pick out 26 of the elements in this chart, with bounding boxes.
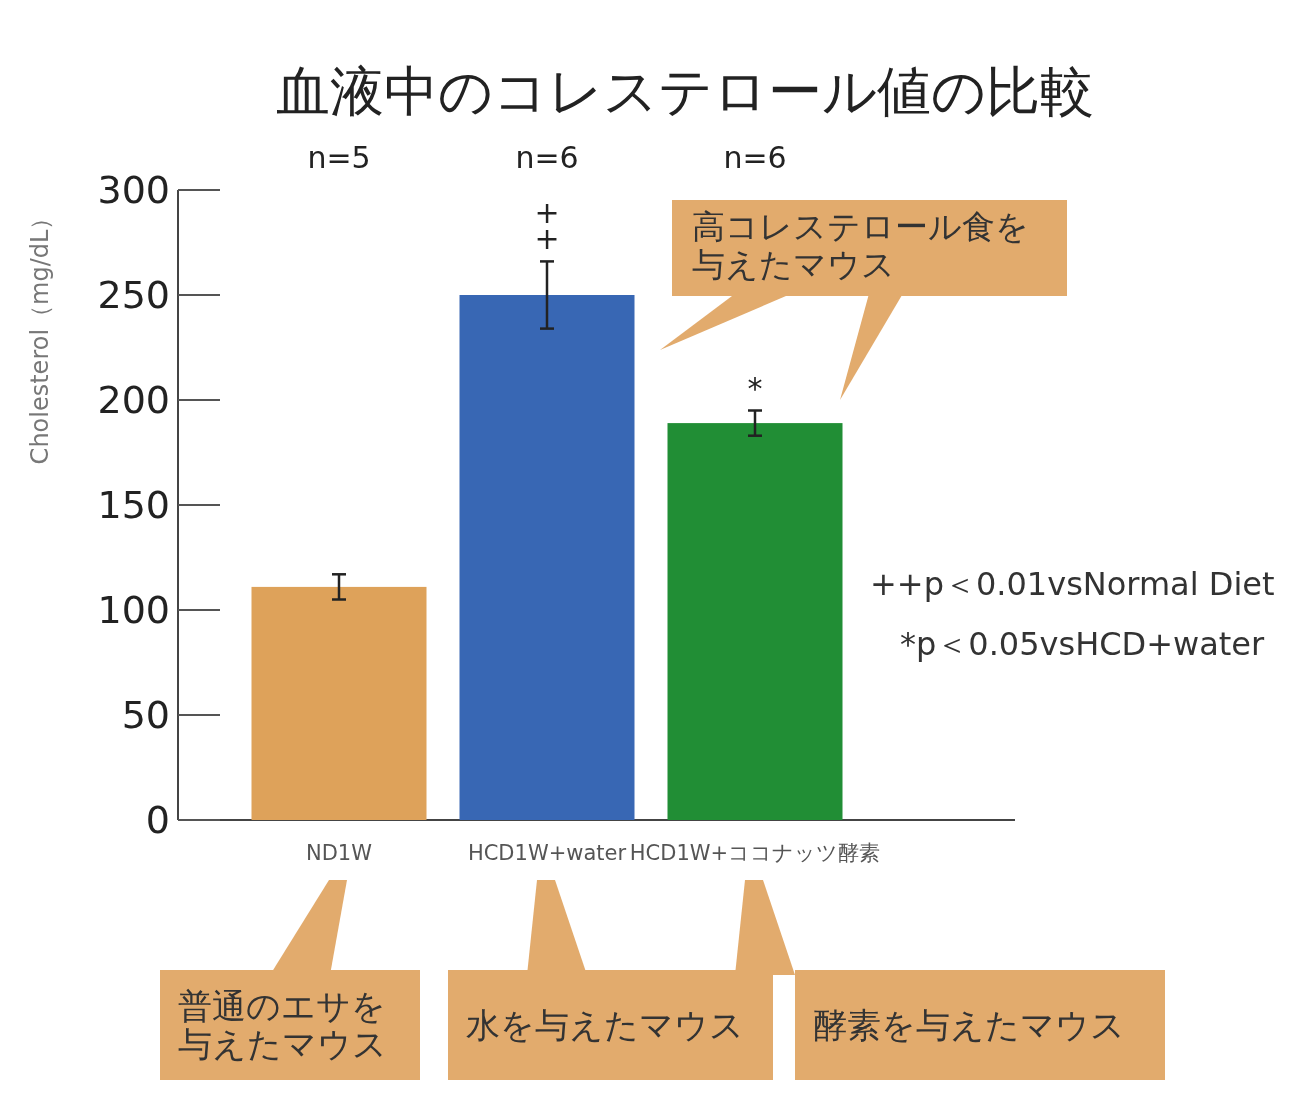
text: 水を与えたマウス [448,970,773,1080]
chart-title: 血液中のコレステロール値の比較 [276,60,1094,123]
y-tick-label: 100 [97,588,170,632]
annotation: 高コレステロール食を与えたマウス [672,200,1067,296]
text: 酵素を与えたマウス [795,970,1165,1080]
bar [251,586,427,820]
y-tick-label: 200 [97,378,170,422]
bar [667,423,843,820]
annotation: *p＜0.05vsHCD+water [900,625,1266,663]
text: n=5 [307,140,371,175]
x-tick-label: HCD1W+water [467,841,627,865]
text: n=6 [515,140,579,175]
y-axis-title: Cholesterol（mg/dL） [26,205,54,465]
bar [459,295,635,820]
text: 普通のエサを与えたマウス [160,970,420,1080]
text: n=6 [723,140,787,175]
x-tick-label: ND1W [305,841,373,865]
y-tick-label: 150 [97,483,170,527]
annotation: * [747,370,763,406]
annotation: ++p＜0.01vsNormal Diet [870,565,1275,603]
y-tick-label: 50 [121,693,170,737]
y-tick-label: 0 [145,798,170,842]
annotation: ++ [534,195,560,257]
x-tick-label: HCD1W+ココナッツ酵素 [629,841,881,865]
y-tick-label: 250 [97,273,170,317]
y-tick-label: 300 [97,168,170,212]
